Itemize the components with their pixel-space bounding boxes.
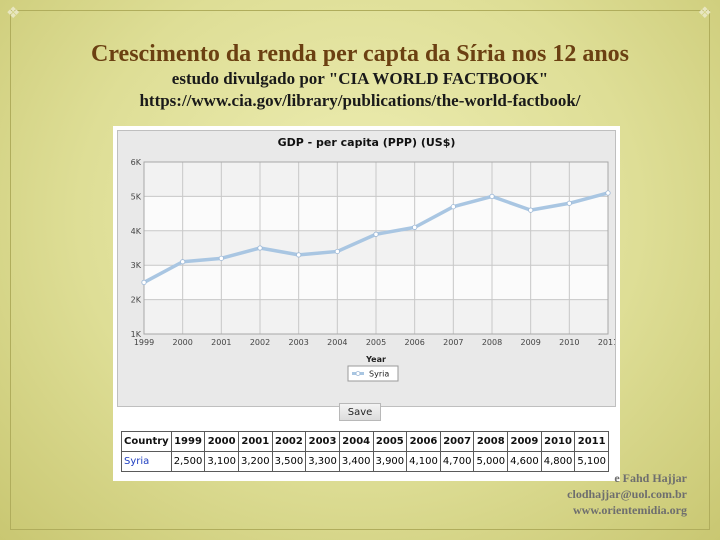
data-point [412,224,418,230]
table-header-row: Country 1999 2000 2001 2002 2003 2004 2005 2006 2… [121,431,610,452]
data-point [605,190,611,196]
x-tick-label: 2010 [559,338,579,347]
table-header-year: 2007 [439,431,475,452]
data-point [334,248,340,255]
legend-box [347,365,399,382]
table-header-year: 2002 [271,431,307,452]
table-cell-value: 3,100 [204,451,239,472]
footer-email: clodhajjar@uol.com.br [567,487,687,501]
corner-ornament-icon: ❖ [6,5,21,22]
slide-header: Crescimento da renda per capta da Síria … [0,40,720,112]
x-tick-label: 2011 [598,338,615,347]
x-tick-label: 2006 [404,338,424,347]
y-tick-label: 2K [131,296,142,305]
data-point [528,207,534,213]
table-cell-value: 5,100 [574,451,610,472]
table-row: Syria 2,500 3,100 3,200 3,500 3,300 3,400 3,900… [121,451,610,472]
chart-title: GDP - per capita (PPP) (US$) [278,136,456,149]
y-tick-label: 5K [131,192,142,201]
footer-credits: e Fahd Hajjar clodhajjar@uol.com.br www.… [567,470,687,518]
footer-author: e Fahd Hajjar [614,471,687,485]
x-tick-label: 1999 [134,338,154,347]
x-tick-label: 2000 [172,338,192,347]
y-tick-label: 1K [131,330,142,339]
table-header-year: 2001 [237,431,273,452]
source-url: https://www.cia.gov/library/publications… [139,91,581,110]
table-cell-value: 3,400 [338,451,374,472]
slide-title: Crescimento da renda per capta da Síria … [90,41,630,67]
data-point [450,204,456,210]
data-point [373,231,379,237]
table-header-year: 2003 [305,431,340,452]
table-header-year: 2010 [540,431,576,452]
table-cell-value: 4,100 [406,451,441,472]
table-header-country: Country [121,431,172,452]
save-button[interactable]: Save [339,403,381,421]
save-row: Save [113,403,620,423]
data-point [566,200,572,206]
corner-ornament-icon: ❖ [697,5,712,22]
legend-marker [355,371,361,376]
table-header-year: 2006 [406,431,441,452]
table-cell-value: 5,000 [473,451,509,472]
y-tick-label: 3K [131,261,142,270]
table-cell-value: 2,500 [170,451,206,472]
table-header-year: 2005 [372,431,408,452]
footer-website: www.orientemidia.org [573,503,687,517]
data-point [257,245,263,251]
data-point [180,259,186,265]
plot-frame [143,161,609,335]
x-tick-label: 2008 [482,338,502,347]
table-header-year: 1999 [170,431,206,452]
table-header-year: 2004 [338,431,374,452]
table-cell-value: 3,200 [237,451,273,472]
x-tick-label: 2009 [520,338,540,347]
x-axis-label: Year [365,355,386,364]
chart-container: GDP - per capita (PPP) (US$) 1K 2K 3K 4K 5K 6K… [116,129,618,522]
table-header-year: 2011 [574,431,610,452]
gdp-line-chart: GDP - per capita (PPP) (US$) 1K 2K 3K 4K 5K 6K… [131,136,618,382]
data-point [218,255,224,261]
x-tick-label: 2001 [211,338,231,347]
table-header-year: 2008 [473,431,509,452]
data-point [296,252,302,258]
chart-area: GDP - per capita (PPP) (US$) 1K 2K 3K 4K 5K 6K… [117,130,618,407]
table-cell-value: 4,700 [439,451,475,472]
chart-panel: GDP - per capita (PPP) (US$) 1K 2K 3K 4K 5K 6K… [113,126,620,481]
x-tick-label: 2007 [443,338,463,347]
table-cell-value: 4,600 [507,451,542,472]
table-cell-value: 3,500 [271,451,307,472]
y-tick-label: 4K [131,227,142,236]
slide-frame [10,10,710,530]
data-point [489,193,495,200]
table-header-year: 2000 [204,431,239,452]
table-cell-country[interactable]: Syria [121,451,172,472]
table-cell-value: 3,900 [372,451,408,472]
slide-subtitle: estudo divulgado por "CIA WORLD FACTBOOK… [171,69,549,88]
legend-label: Syria [369,370,389,379]
x-tick-label: 2005 [366,338,386,347]
data-table: Country 1999 2000 2001 2002 2003 2004 2005 2006 2… [121,431,610,472]
x-tick-label: 2004 [327,338,347,347]
table-cell-value: 4,800 [540,451,576,472]
table-cell-value: 3,300 [305,451,340,472]
y-tick-label: 6K [131,158,142,167]
data-point [141,279,147,285]
x-tick-label: 2003 [288,338,308,347]
x-tick-label: 2002 [250,338,270,347]
table-header-year: 2009 [507,431,542,452]
